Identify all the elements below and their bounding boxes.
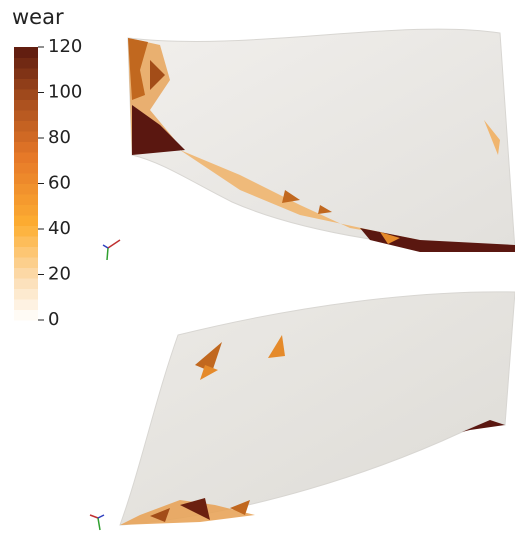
- colorbar-segment: [14, 257, 38, 268]
- colorbar-segment: [14, 236, 38, 247]
- colorbar-segment: [14, 205, 38, 216]
- mesh-surface: [120, 292, 515, 525]
- page: wear 020406080100120 (() => { const data…: [0, 0, 515, 535]
- tick-label: 80: [48, 127, 71, 148]
- colorbar-segment: [14, 194, 38, 205]
- colorbar-segment: [14, 278, 38, 289]
- tick-label: 120: [48, 36, 82, 57]
- colorbar-segment: [14, 68, 38, 79]
- colorbar-segment: [14, 289, 38, 300]
- colorbar-segment: [14, 121, 38, 132]
- colorbar-segment: [14, 47, 38, 58]
- render-view: wear 0 20 40 60 80 100 120: [0, 0, 515, 535]
- colorbar-segment: [14, 310, 38, 321]
- colorbar-segment: [14, 89, 38, 100]
- upper-mesh: [128, 29, 515, 252]
- colorbar-segment: [14, 58, 38, 69]
- colorbar-segment: [14, 268, 38, 279]
- colorbar-segment: [14, 131, 38, 142]
- tick-label: 40: [48, 218, 71, 239]
- colorbar-segment: [14, 299, 38, 310]
- tick-label: 0: [48, 309, 59, 330]
- colorbar-segment: [14, 215, 38, 226]
- axes-glyph: [90, 515, 104, 530]
- colorbar: 0 20 40 60 80 100 120: [14, 36, 82, 330]
- colorbar-segment: [14, 163, 38, 174]
- colorbar-segment: [14, 247, 38, 258]
- colorbar-segment: [14, 152, 38, 163]
- colorbar-title: wear: [12, 5, 64, 29]
- colorbar-segment: [14, 226, 38, 237]
- axes-glyph: [103, 240, 120, 260]
- tick-label: 100: [48, 82, 82, 103]
- colorbar-segment: [14, 79, 38, 90]
- tick-label: 60: [48, 173, 71, 194]
- colorbar-segment: [14, 173, 38, 184]
- colorbar-segment: [14, 184, 38, 195]
- colorbar-segment: [14, 110, 38, 121]
- lower-mesh: [120, 292, 515, 525]
- colorbar-segment: [14, 100, 38, 111]
- tick-label: 20: [48, 264, 71, 285]
- colorbar-segment: [14, 142, 38, 153]
